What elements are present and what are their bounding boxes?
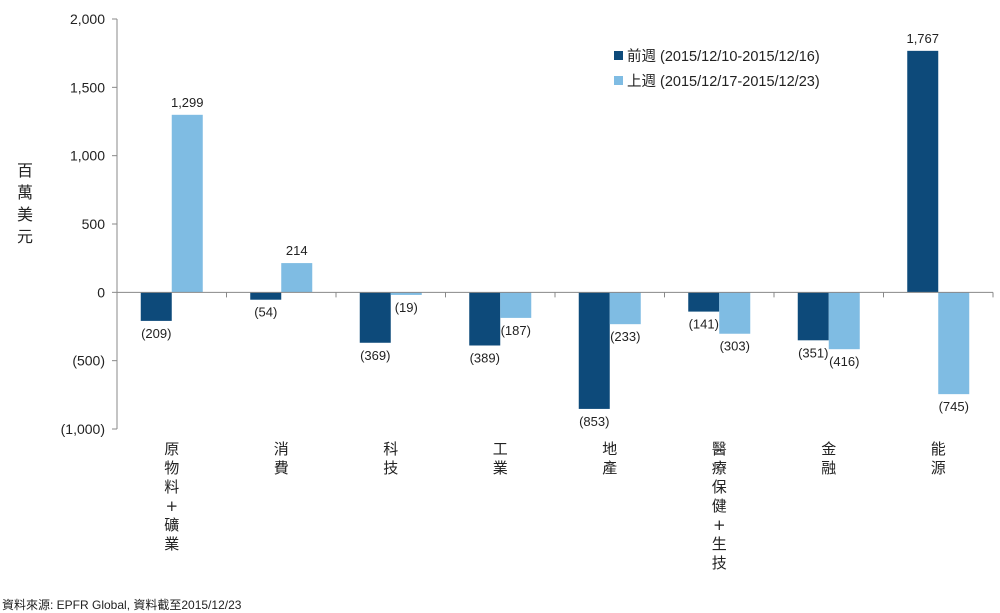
y-tick-label: 1,500 <box>70 79 105 95</box>
legend-item-series-1: 前週 (2015/12/10-2015/12/16) <box>614 43 820 68</box>
bar-series-1-3 <box>359 292 391 343</box>
category-label: 原物料 + 礦業 <box>164 440 180 553</box>
bar-series-1-1 <box>140 292 172 321</box>
bar-series-1-6 <box>688 292 720 312</box>
data-label: (19) <box>395 300 418 315</box>
y-tick-label: (500) <box>72 353 105 369</box>
data-label: 214 <box>286 243 308 258</box>
data-label: (141) <box>689 317 719 332</box>
data-label: (745) <box>939 399 969 414</box>
y-tick-label: 1,000 <box>70 148 105 164</box>
category-label: 能源 <box>930 440 946 477</box>
bar-series-2-6 <box>719 292 751 334</box>
bar-series-1-7 <box>797 292 829 341</box>
bar-series-2-2 <box>281 263 313 293</box>
bar-series-1-5 <box>578 292 610 409</box>
data-label: (351) <box>798 345 828 360</box>
category-label: 金融 <box>821 440 837 477</box>
data-label: (187) <box>501 323 531 338</box>
category-label: 地產 <box>602 440 618 477</box>
bar-series-1-8 <box>907 50 939 293</box>
bar-series-2-8 <box>938 292 970 395</box>
legend-label-series-1: 前週 (2015/12/10-2015/12/16) <box>627 49 820 65</box>
legend-swatch-series-2 <box>614 76 623 85</box>
category-label: 消費 <box>273 440 289 477</box>
data-label: (369) <box>360 348 390 363</box>
bar-series-1-4 <box>469 292 501 346</box>
category-label: 科技 <box>383 440 399 477</box>
data-label: 1,299 <box>171 95 204 110</box>
y-tick-label: 2,000 <box>70 11 105 27</box>
data-label: (209) <box>141 326 171 341</box>
y-tick-label: (1,000) <box>61 421 105 437</box>
data-label: (233) <box>610 329 640 344</box>
y-tick-label: 500 <box>82 216 106 232</box>
data-label: (54) <box>254 305 277 320</box>
bar-series-2-1 <box>171 114 203 293</box>
legend-swatch-series-1 <box>614 51 623 60</box>
source-note: 資料來源: EPFR Global, 資料截至2015/12/23 <box>2 598 242 612</box>
legend: 前週 (2015/12/10-2015/12/16) 上週 (2015/12/1… <box>614 43 820 93</box>
legend-label-series-2: 上週 (2015/12/17-2015/12/23) <box>627 74 820 90</box>
data-label: (303) <box>720 339 750 354</box>
data-label: 1,767 <box>906 31 939 46</box>
bar-series-1-2 <box>250 292 282 300</box>
bar-series-2-3 <box>390 292 422 295</box>
bar-series-2-7 <box>828 292 860 350</box>
legend-item-series-2: 上週 (2015/12/17-2015/12/23) <box>614 68 820 93</box>
bar-series-2-5 <box>609 292 641 325</box>
bar-series-2-4 <box>500 292 532 318</box>
y-tick-label: 0 <box>97 284 105 300</box>
data-label: (416) <box>829 354 859 369</box>
data-label: (853) <box>579 414 609 429</box>
y-axis-label: 百萬美元 <box>16 161 33 246</box>
category-label: 醫療保健 + 生技 <box>711 440 727 572</box>
data-label: (389) <box>470 350 500 365</box>
category-label: 工業 <box>492 440 508 477</box>
